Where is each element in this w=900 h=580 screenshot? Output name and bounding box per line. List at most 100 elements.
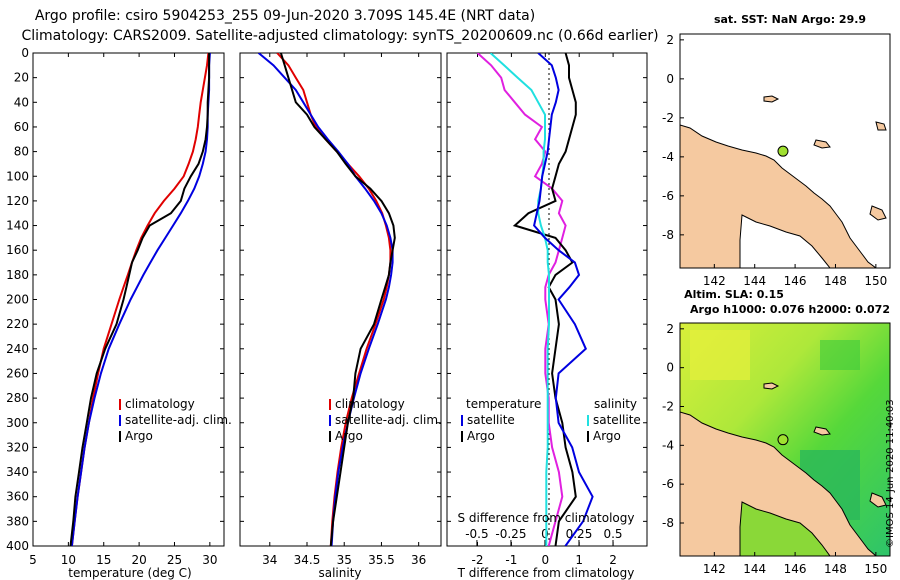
diff-legend-temperature-title: temperature [466, 397, 541, 411]
temperature-x-axis: 5 10 15 20 25 30 [29, 53, 217, 567]
map-top-new-guinea-land [680, 124, 877, 268]
depth-tick-label: 260 [6, 366, 29, 380]
lon-tick-label: 144 [743, 562, 766, 576]
map-bottom-frame [679, 322, 891, 557]
lat-tick-label: -8 [662, 516, 674, 530]
map-top-coast-inlet [739, 214, 831, 268]
s-tick-label: 0 [541, 527, 549, 541]
map-bottom-x-axis: 142 144 146 148 150 [703, 552, 887, 576]
depth-tick-label: 340 [6, 465, 29, 479]
depth-tick-label: 100 [6, 169, 29, 183]
difference-s-axis: -0.5 -0.25 0 0.25 0.5 [465, 527, 623, 546]
sal-legend-argo: Argo [335, 429, 363, 443]
map-bottom-title: Altim. SLA: 0.15 [684, 288, 784, 301]
diff-legend-salinity-title: salinity [594, 397, 637, 411]
lat-tick-label: 2 [666, 33, 674, 47]
lon-tick-label: 142 [703, 274, 726, 288]
lon-tick-label: 142 [703, 562, 726, 576]
depth-tick-label: 80 [14, 145, 29, 159]
temperature-xlabel: temperature (deg C) [68, 566, 191, 580]
series-line-argo [69, 53, 211, 546]
s-tick-label: -0.25 [495, 527, 526, 541]
x-tick-label: 20 [131, 553, 146, 567]
lon-tick-label: 148 [824, 562, 847, 576]
series-line-satellite-adj-clim- [257, 53, 394, 546]
imos-credit: ©IMOS 14-Jun-2020 11:40:03 [885, 399, 896, 548]
x-tick-label: -1 [505, 553, 517, 567]
lon-tick-label: 150 [864, 274, 887, 288]
map-bottom-y-axis: 2 0 -2 -4 -6 -8 [662, 322, 684, 530]
map-bottom-island-north [763, 382, 780, 390]
map-top: 2 0 -2 -4 -6 -8 142 144 146 148 150 [662, 33, 891, 288]
lon-tick-label: 146 [784, 274, 807, 288]
lat-tick-label: 2 [666, 322, 674, 336]
difference-xlabel: T difference from climatology [457, 566, 635, 580]
lon-tick-label: 146 [784, 562, 807, 576]
depth-tick-label: 120 [6, 194, 29, 208]
difference-lines [476, 53, 594, 546]
diff-legend-temp-satellite: satellite [467, 413, 515, 427]
map-top-island-far-east [875, 121, 887, 131]
series-line-climatology [70, 53, 210, 546]
map-top-frame [679, 33, 891, 269]
title-line-2: Climatology: CARS2009. Satellite-adjuste… [21, 28, 658, 44]
depth-axis: 0 20 40 60 80 100 120 140 160 180 200 220 240 260 280 3… [6, 46, 647, 553]
series-line-temperature-satellite [476, 53, 567, 546]
lat-tick-label: 0 [666, 361, 674, 375]
depth-tick-label: 140 [6, 219, 29, 233]
x-tick-label: 15 [96, 553, 111, 567]
x-tick-label: 36 [411, 553, 426, 567]
temp-legend-argo: Argo [125, 429, 153, 443]
series-line-argo [279, 53, 396, 546]
title-line-1: Argo profile: csiro 5904253_255 09-Jun-2… [35, 8, 535, 24]
s-tick-label: 0.5 [603, 527, 622, 541]
map-top-argo-marker [777, 145, 789, 157]
lon-tick-label: 144 [743, 274, 766, 288]
map-bottom-argo-marker [777, 434, 789, 446]
salinity-x-axis: 34 34.5 35 35.5 36 [262, 53, 426, 567]
series-line-climatology [276, 53, 392, 546]
x-tick-label: 30 [202, 553, 217, 567]
x-tick-label: -2 [472, 553, 484, 567]
map-top-title: sat. SST: NaN Argo: 29.9 [714, 13, 866, 26]
depth-tick-label: 300 [6, 416, 29, 430]
lat-tick-label: -2 [662, 111, 674, 125]
sal-legend-satellite: satellite-adj. clim. [335, 413, 442, 427]
x-tick-label: 0 [541, 553, 549, 567]
depth-tick-label: 240 [6, 342, 29, 356]
depth-tick-label: 60 [14, 120, 29, 134]
series-line-satellite-adj-clim- [70, 53, 211, 546]
map-bottom-island-east [813, 426, 831, 436]
map-bottom-coast-sea [739, 501, 831, 556]
map-top-x-axis: 142 144 146 148 150 [703, 264, 887, 288]
lat-tick-label: -8 [662, 228, 674, 242]
depth-tick-label: 200 [6, 293, 29, 307]
lat-tick-label: -2 [662, 399, 674, 413]
map-bottom-subtitle: Argo h1000: 0.076 h2000: 0.072 [690, 303, 890, 316]
x-tick-label: 10 [61, 553, 76, 567]
depth-tick-label: 380 [6, 514, 29, 528]
depth-tick-label: 160 [6, 243, 29, 257]
temp-legend-satellite: satellite-adj. clim. [125, 413, 232, 427]
lat-tick-label: -4 [662, 438, 674, 452]
temperature-legend: climatology satellite-adj. clim. Argo [119, 397, 232, 443]
salinity-xlabel: salinity [318, 566, 361, 580]
salinity-lines [257, 53, 396, 546]
depth-tick-label: 280 [6, 391, 29, 405]
lon-tick-label: 148 [824, 274, 847, 288]
lat-tick-label: -6 [662, 189, 674, 203]
x-tick-label: 1 [575, 553, 583, 567]
difference-legend: temperature satellite Argo salinity sate… [461, 397, 641, 443]
temperature-lines [69, 53, 211, 546]
temp-legend-climatology: climatology [125, 397, 195, 411]
lon-tick-label: 150 [864, 562, 887, 576]
sal-legend-climatology: climatology [335, 397, 405, 411]
depth-tick-label: 320 [6, 440, 29, 454]
x-tick-label: 34 [262, 553, 277, 567]
depth-tick-label: 180 [6, 268, 29, 282]
map-bottom: 2 0 -2 -4 -6 -8 142 144 146 148 150 [662, 322, 891, 576]
x-tick-label: 2 [609, 553, 617, 567]
lat-tick-label: 0 [666, 72, 674, 86]
map-top-island-north [763, 95, 780, 103]
